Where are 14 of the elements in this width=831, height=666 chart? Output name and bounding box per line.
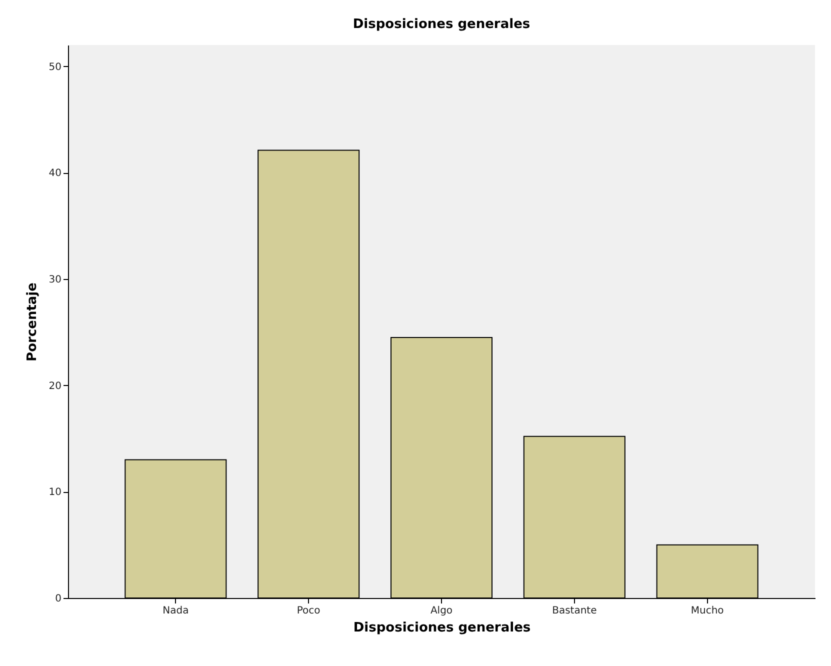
y-tick-label: 50: [48, 62, 62, 73]
y-tick-label: 40: [48, 168, 62, 180]
x-tick-label: Bastante: [552, 606, 597, 616]
y-tick-label: 0: [55, 594, 62, 604]
y-tick-label: 10: [48, 487, 62, 498]
x-tick-label: Algo: [430, 606, 453, 616]
x-axis-title: Disposiciones generales: [353, 620, 531, 636]
y-tick-label: 30: [48, 274, 62, 286]
x-tick-label: Poco: [296, 606, 320, 616]
y-tick-label: 20: [48, 380, 62, 392]
x-tick-label: Mucho: [690, 606, 724, 616]
x-tick-label: Nada: [162, 606, 189, 616]
y-axis-title: Porcentaje: [24, 282, 40, 362]
chart-title: Disposiciones generales: [352, 17, 530, 32]
